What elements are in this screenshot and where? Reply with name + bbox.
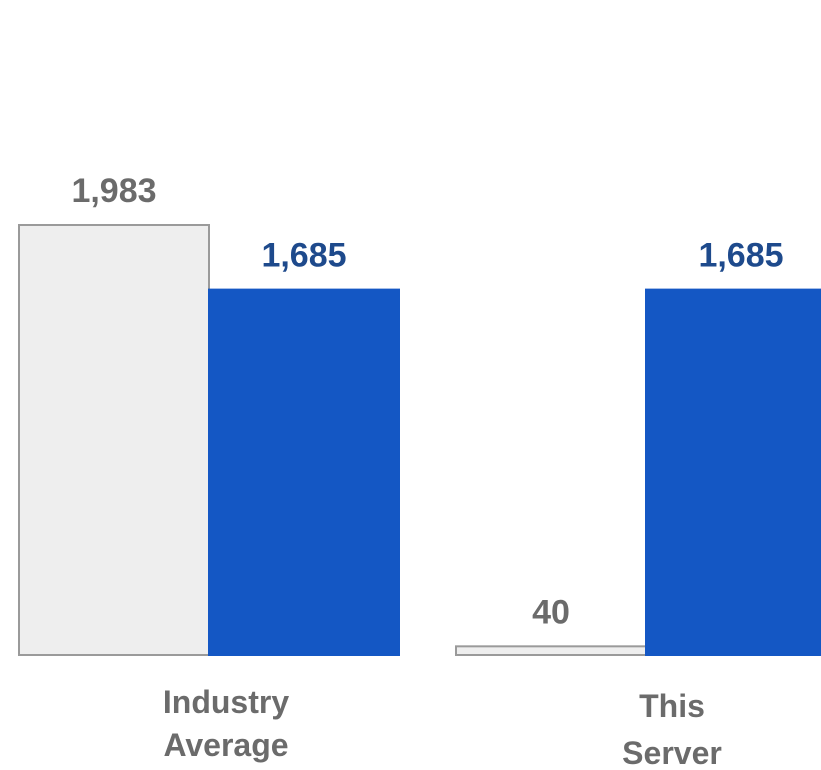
category-label-industry-average-line-2: Average [163,727,288,763]
bars-layer [18,224,821,657]
bar-gray-this-server [455,645,647,657]
category-label-industry-average-line-1: Industry [163,684,289,720]
bar-blue-this-server [645,288,821,656]
category-label-this-server-line-2: Server [622,735,722,770]
bar-gray-industry-average [18,224,210,656]
category-label-this-server-line-1: This [639,688,705,724]
value-label-gray-industry-average: 1,983 [71,172,156,210]
category-labels-layer: Industry Average This Server [163,684,722,770]
value-label-blue-industry-average: 1,685 [261,237,346,275]
value-label-blue-this-server: 1,685 [698,237,783,275]
bar-blue-industry-average [208,288,400,656]
value-label-gray-this-server: 40 [532,593,570,631]
value-labels-layer: 1,983 1,685 40 1,685 [71,172,783,631]
